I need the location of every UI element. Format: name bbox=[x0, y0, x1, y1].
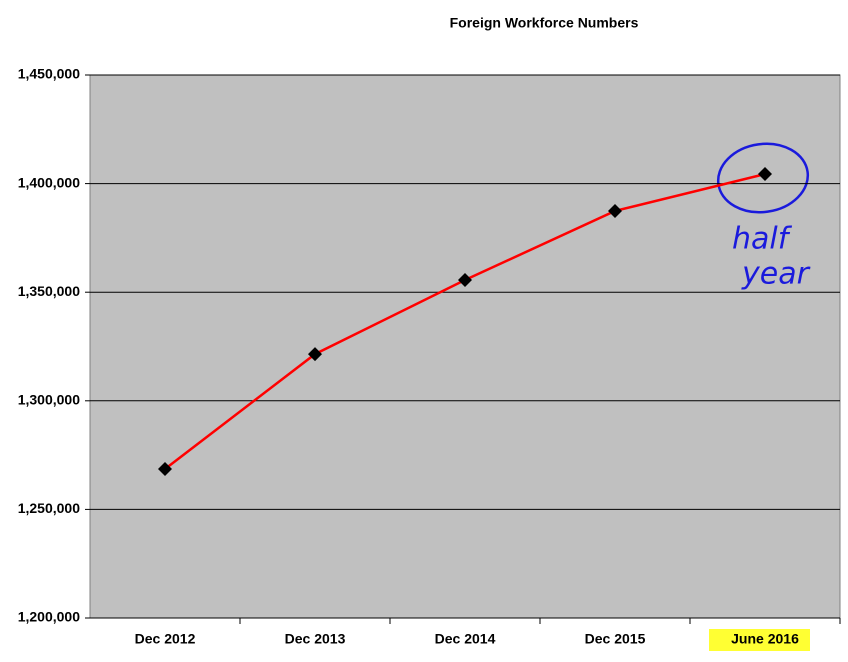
x-tick-label: Dec 2014 bbox=[435, 631, 496, 647]
data-point bbox=[308, 347, 322, 362]
y-tick-label: 1,400,000 bbox=[18, 174, 80, 190]
x-tick-label: Dec 2013 bbox=[285, 631, 346, 647]
x-tick-label: June 2016 bbox=[731, 631, 799, 647]
data-point bbox=[758, 167, 772, 182]
y-tick-label: 1,300,000 bbox=[18, 392, 80, 408]
annotation: year bbox=[741, 257, 811, 292]
plot-area bbox=[89, 74, 841, 619]
data-point bbox=[608, 203, 622, 218]
data-point bbox=[458, 273, 472, 288]
x-tick-label: Dec 2012 bbox=[135, 631, 196, 647]
y-tick-label: 1,350,000 bbox=[18, 283, 80, 299]
annotation: half bbox=[732, 222, 793, 257]
y-tick-label: 1,200,000 bbox=[18, 609, 80, 625]
y-tick-label: 1,250,000 bbox=[18, 500, 80, 516]
category-highlight bbox=[709, 629, 810, 651]
chart-title: Foreign Workforce Numbers bbox=[450, 15, 639, 31]
x-tick-label: Dec 2015 bbox=[585, 631, 646, 647]
data-point bbox=[158, 462, 172, 477]
y-tick-label: 1,450,000 bbox=[18, 66, 80, 82]
